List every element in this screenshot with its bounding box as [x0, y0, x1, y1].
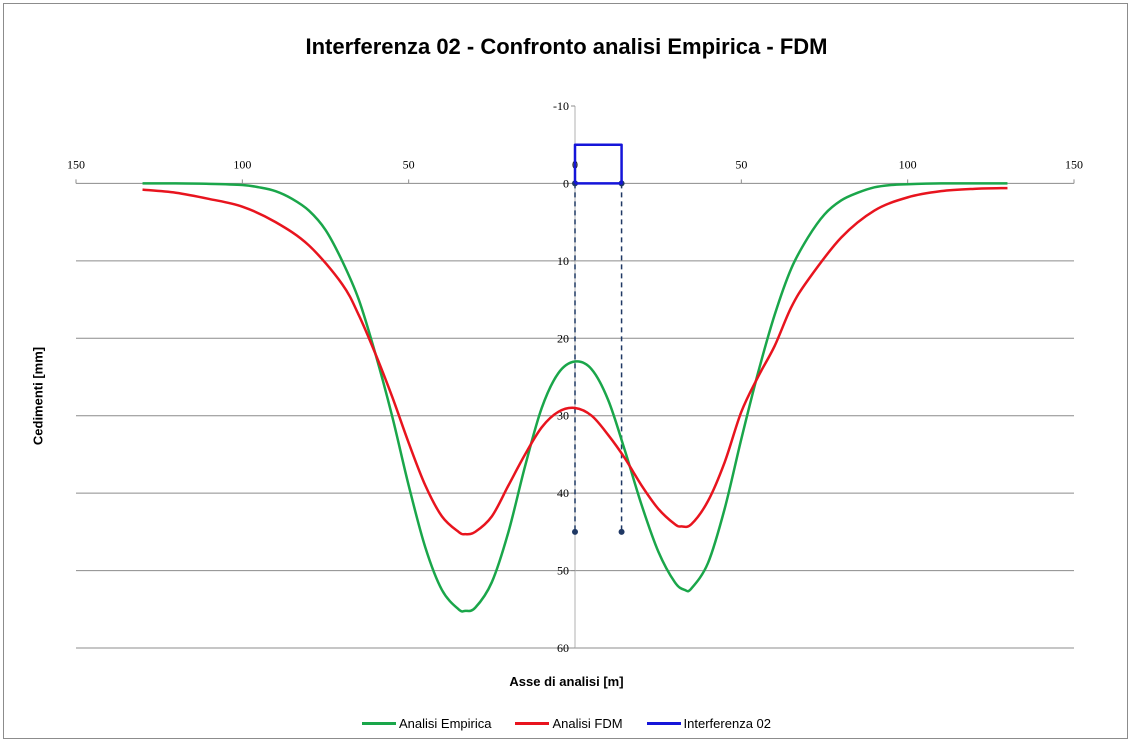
legend-swatch-empirica [361, 722, 396, 725]
legend: Analisi Empirica Analisi FDM Interferenz… [0, 716, 1133, 731]
legend-swatch-interferenza [646, 722, 681, 725]
y-tick-label-0: -10 [553, 99, 569, 113]
legend-entry-fdm: Analisi FDM [515, 716, 623, 731]
chart-frame [3, 3, 1128, 739]
marker-bottom-point-1 [618, 528, 625, 535]
y-tick-label-1: 0 [563, 176, 569, 190]
y-tick-label-3: 20 [557, 331, 569, 345]
series-line-analisi-fdm [142, 186, 1008, 536]
legend-swatch-fdm [515, 722, 550, 725]
legend-label-empirica: Analisi Empirica [398, 716, 492, 731]
x-tick-label-1: 100 [233, 157, 251, 171]
y-tick-label-2: 10 [557, 254, 569, 268]
marker-bottom-point-0 [572, 528, 578, 535]
legend-label-fdm: Analisi FDM [552, 716, 623, 731]
y-tick-label-6: 50 [557, 564, 569, 578]
x-tick-label-4: 50 [735, 157, 747, 171]
x-tick-label-6: 150 [1065, 157, 1083, 171]
x-tick-label-2: 50 [403, 157, 415, 171]
x-tick-label-5: 100 [899, 157, 917, 171]
x-tick-label-0: 150 [67, 157, 85, 171]
series-line-analisi-empirica [142, 182, 1008, 613]
series-line-interferenza-02 [573, 143, 623, 185]
y-tick-label-5: 40 [557, 486, 569, 500]
x-axis-title: Asse di analisi [m] [509, 674, 624, 689]
legend-label-interferenza: Interferenza 02 [683, 716, 771, 731]
chart-title: Interferenza 02 - Confronto analisi Empi… [305, 34, 828, 59]
legend-entry-interferenza: Interferenza 02 [646, 716, 771, 731]
y-tick-label-7: 60 [557, 641, 569, 655]
legend-entry-empirica: Analisi Empirica [361, 716, 492, 731]
